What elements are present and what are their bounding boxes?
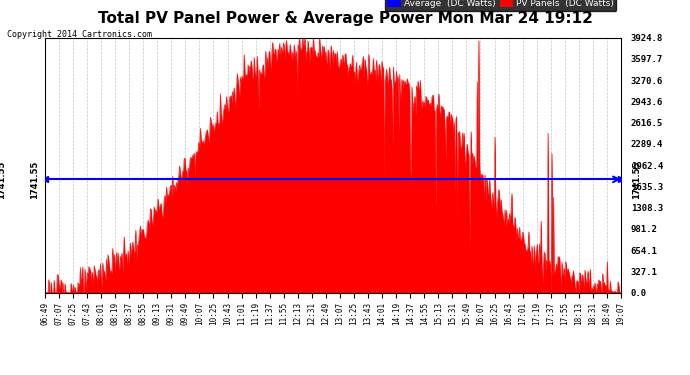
Text: 1741.55: 1741.55 [0,160,6,198]
Text: 1741.55: 1741.55 [30,160,39,198]
Text: Total PV Panel Power & Average Power Mon Mar 24 19:12: Total PV Panel Power & Average Power Mon… [97,11,593,26]
Text: 1741.55: 1741.55 [633,160,642,198]
Legend: Average  (DC Watts), PV Panels  (DC Watts): Average (DC Watts), PV Panels (DC Watts) [384,0,616,10]
Text: Copyright 2014 Cartronics.com: Copyright 2014 Cartronics.com [7,30,152,39]
